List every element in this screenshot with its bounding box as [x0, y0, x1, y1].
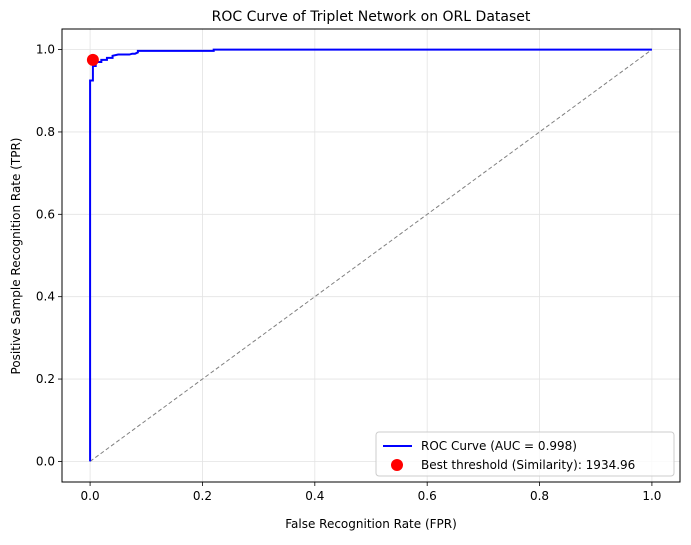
x-axis-ticks: 0.0 0.2 0.4 0.6 0.8 1.0: [81, 482, 661, 503]
legend-roc-label: ROC Curve (AUC = 0.998): [421, 439, 577, 453]
y-tick-label: 0.0: [36, 454, 55, 468]
y-axis-ticks: 0.0 0.2 0.4 0.6 0.8 1.0: [36, 43, 62, 468]
diagonal-reference-line: [89, 49, 653, 462]
x-tick-label: 0.0: [81, 489, 100, 503]
roc-curve-line: [89, 48, 652, 462]
legend-best-swatch: [391, 459, 403, 471]
chart-title: ROC Curve of Triplet Network on ORL Data…: [212, 9, 531, 25]
legend-box: [375, 431, 675, 477]
y-tick-label: 0.6: [36, 207, 55, 221]
x-tick-label: 1.0: [642, 489, 661, 503]
x-axis-label: False Recognition Rate (FPR): [285, 517, 457, 531]
x-tick-label: 0.8: [530, 489, 549, 503]
plot-frame: [61, 28, 681, 483]
grid: [62, 29, 680, 482]
y-tick-label: 0.4: [36, 290, 55, 304]
y-tick-label: 0.8: [36, 125, 55, 139]
x-tick-label: 0.4: [305, 489, 324, 503]
legend: ROC Curve (AUC = 0.998) Best threshold (…: [375, 431, 675, 477]
x-tick-label: 0.6: [418, 489, 437, 503]
y-axis-label: Positive Sample Recognition Rate (TPR): [9, 138, 23, 375]
y-tick-label: 0.2: [36, 372, 55, 386]
y-tick-label: 1.0: [36, 43, 55, 57]
legend-best-label: Best threshold (Similarity): 1934.96: [421, 458, 635, 472]
best-threshold-point: [86, 53, 99, 66]
x-tick-label: 0.2: [193, 489, 212, 503]
